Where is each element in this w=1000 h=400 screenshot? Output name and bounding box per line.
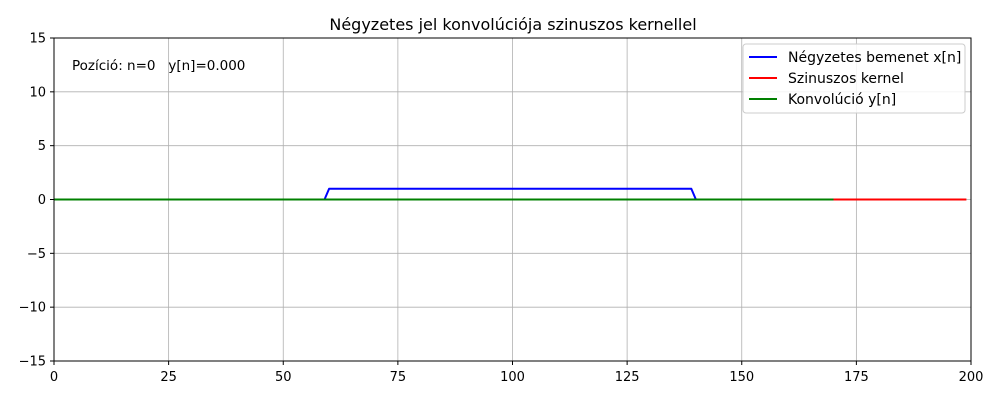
y-axis: 15 10 5 0 −5 −10 −15 bbox=[19, 32, 54, 370]
x-tick-label: 50 bbox=[275, 370, 292, 385]
x-tick-label: 150 bbox=[729, 370, 754, 385]
y-tick-label: −5 bbox=[27, 247, 46, 262]
x-tick-label: 175 bbox=[844, 370, 869, 385]
y-tick-label: −15 bbox=[19, 355, 46, 370]
y-tick-label: −10 bbox=[19, 301, 46, 316]
x-tick-label: 200 bbox=[959, 370, 984, 385]
y-tick-label: 5 bbox=[38, 139, 46, 154]
x-tick-label: 125 bbox=[615, 370, 640, 385]
legend: Négyzetes bemenet x[n] Szinuszos kernel Ko… bbox=[742, 43, 966, 114]
x-tick-label: 75 bbox=[390, 370, 407, 385]
y-tick-label: 0 bbox=[38, 193, 46, 208]
chart-title: Négyzetes jel konvolúciója szinuszos ker… bbox=[329, 15, 696, 34]
x-tick-label: 25 bbox=[160, 370, 177, 385]
x-tick-label: 100 bbox=[500, 370, 525, 385]
y-tick-label: 15 bbox=[29, 32, 46, 47]
legend-box bbox=[742, 43, 966, 114]
position-readout: Pozíció: n=0 y[n]=0.000 bbox=[72, 58, 245, 74]
y-tick-label: 10 bbox=[29, 85, 46, 100]
x-axis: 0 25 50 75 100 125 150 175 200 bbox=[50, 361, 984, 385]
series-layer bbox=[54, 187, 967, 201]
legend-label: Négyzetes bemenet x[n] bbox=[788, 50, 961, 66]
legend-label: Szinuszos kernel bbox=[788, 71, 904, 87]
series-line-1 bbox=[54, 187, 834, 201]
legend-label: Konvolúció y[n] bbox=[788, 92, 896, 108]
x-tick-label: 0 bbox=[50, 370, 58, 385]
